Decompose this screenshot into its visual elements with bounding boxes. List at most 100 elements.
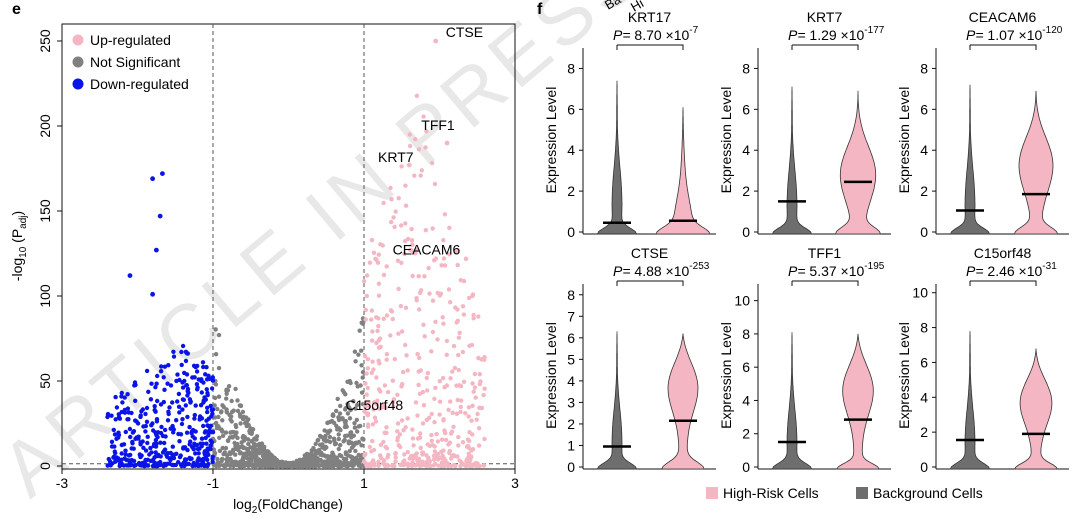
violin-title: KRT7 (807, 9, 843, 25)
violin-background (949, 331, 991, 470)
point-ns (352, 425, 358, 430)
point-up (442, 263, 448, 268)
point-down (153, 450, 158, 455)
point-up (441, 238, 446, 243)
point-up (384, 357, 389, 362)
point-down (114, 436, 119, 441)
point-up (432, 396, 437, 401)
significance-bracket (616, 280, 684, 286)
point-up (424, 129, 429, 134)
point-down (148, 397, 154, 402)
violin-highrisk (835, 90, 881, 235)
point-up (363, 317, 368, 322)
point-up (469, 342, 475, 348)
point-up (388, 185, 393, 191)
point-ns (327, 434, 333, 440)
point-up (441, 256, 447, 261)
point-up (390, 463, 395, 468)
point-up (435, 439, 441, 444)
point-ns (354, 417, 359, 423)
point-ns (323, 462, 328, 467)
point-down (105, 414, 110, 420)
point-up (477, 372, 482, 377)
highlight-point (433, 38, 439, 44)
point-up (470, 292, 476, 297)
point-up (418, 445, 423, 451)
point-down (123, 429, 128, 435)
point-up (417, 460, 422, 465)
point-ns (337, 411, 343, 416)
point-down (192, 416, 197, 421)
point-ns (331, 413, 336, 418)
point-up (376, 358, 381, 363)
violin-y-tick-label: 2 (920, 183, 928, 199)
point-up (437, 412, 442, 417)
point-down (119, 390, 125, 396)
point-ns (353, 448, 358, 454)
point-ns (240, 451, 246, 457)
point-up (461, 379, 467, 384)
point-ns (238, 414, 243, 419)
point-ns (251, 441, 257, 446)
violin-y-tick-label: 2 (742, 183, 750, 199)
significance-bracket (969, 280, 1037, 286)
point-ns (249, 430, 255, 435)
violin-y-tick-label: 6 (567, 101, 575, 117)
point-up (391, 215, 396, 220)
point-up (469, 463, 475, 469)
point-up (449, 456, 454, 461)
point-ns (359, 443, 364, 448)
point-up (477, 463, 482, 469)
point-down (177, 439, 182, 444)
point-up (447, 450, 452, 456)
point-up (384, 313, 390, 318)
point-down (162, 427, 168, 433)
gene-annotations: CTSE TFF1 KRT7 CEACAM6 C15orf48 (346, 24, 484, 413)
y-tick-label: 100 (37, 284, 53, 308)
point-ns (286, 461, 291, 466)
point-up (364, 392, 369, 397)
point-down (125, 406, 131, 411)
point-up (423, 228, 428, 233)
point-up (439, 263, 444, 268)
point-up (410, 273, 415, 279)
point-up (403, 305, 409, 310)
violin-y-tick-label: 3 (567, 394, 575, 410)
point-up (427, 291, 432, 296)
point-down (130, 439, 135, 445)
point-ns (338, 403, 343, 409)
point-ns (338, 442, 343, 448)
point-up (456, 443, 461, 448)
point-up (416, 382, 421, 388)
violin-ylabel: Expression Level (543, 322, 559, 429)
point-ns (330, 450, 335, 455)
volcano-frame (61, 23, 516, 470)
point-ns (224, 387, 229, 392)
point-up (441, 448, 446, 453)
point-up (370, 422, 376, 427)
volcano-plot: e -3 -1 1 3 0 50 100 150 200 250 CTSE TFF1 KRT7 CEAC… (9, 1, 519, 516)
point-up (425, 442, 430, 447)
point-up (376, 345, 382, 350)
violin-ylabel: Expression Level (718, 87, 734, 194)
point-up (376, 323, 381, 329)
point-up (420, 389, 426, 395)
point-down (143, 448, 149, 453)
panel-label-f: f (537, 1, 543, 18)
point-up (470, 432, 475, 437)
point-down (153, 385, 158, 390)
point-down (193, 451, 198, 456)
point-up (435, 451, 441, 457)
point-up (476, 355, 481, 361)
point-up (441, 418, 446, 423)
point-ns (304, 455, 309, 461)
point-up (476, 314, 481, 319)
point-ns (270, 463, 276, 469)
point-up (376, 293, 382, 298)
point-ns (347, 448, 352, 454)
point-up (441, 321, 446, 326)
point-up (413, 452, 418, 458)
point-up (422, 334, 427, 339)
point-ns (228, 456, 233, 462)
